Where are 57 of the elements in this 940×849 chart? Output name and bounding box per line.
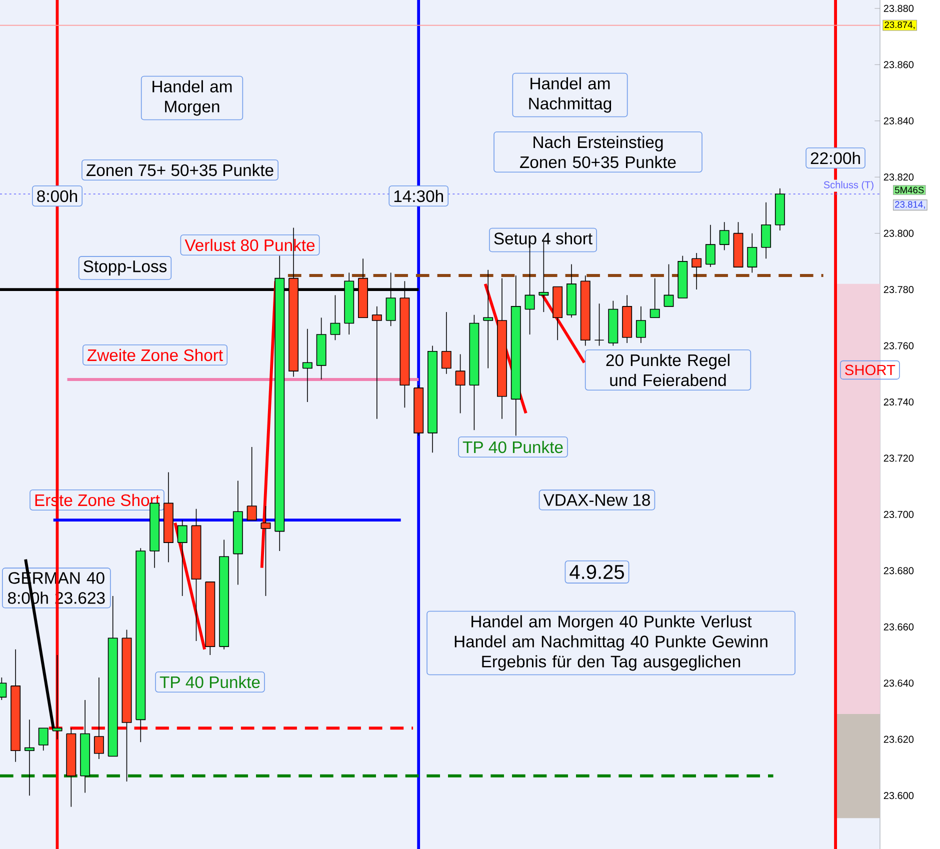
- candlestick: [594, 303, 604, 346]
- candlestick: [692, 252, 702, 290]
- candlestick: [38, 728, 48, 751]
- y-tick-label: 23.640: [884, 680, 914, 687]
- candlestick: [483, 269, 494, 369]
- ref-line-label: 14:30h: [394, 190, 443, 202]
- y-tick-label: 23.820: [884, 174, 914, 181]
- y-tick-label: 23.620: [884, 736, 914, 743]
- ref-line-label: 23.874,: [884, 21, 915, 30]
- candlestick: [636, 306, 646, 344]
- text: 23.814,: [895, 201, 925, 209]
- annotation: 20 Punkte Regel und Feierabend: [606, 354, 730, 386]
- candlestick: [441, 312, 452, 374]
- candlestick: [302, 328, 312, 402]
- candlestick: [761, 202, 772, 260]
- annotation: VDAX-New 18: [543, 494, 650, 506]
- annotation: Zweite Zone Short: [87, 348, 223, 362]
- y-tick-label: 23.840: [884, 117, 914, 124]
- y-tick-label: 23.700: [884, 510, 914, 518]
- candlestick: [24, 719, 34, 796]
- y-tick-label: 23.740: [884, 398, 914, 406]
- annotation: TP 40 Punkte: [160, 676, 260, 688]
- y-tick-label: 23.720: [884, 454, 914, 462]
- candlestick: [246, 446, 257, 520]
- candlestick: [177, 520, 188, 596]
- annotation: Stopp-Loss: [84, 260, 167, 276]
- candlestick: [705, 224, 716, 268]
- candlestick: [455, 354, 466, 414]
- annotation: Handel am Nachmittag: [529, 77, 612, 113]
- y-tick-label: 23.800: [884, 230, 914, 237]
- ref-line-label: 22:00h: [810, 152, 860, 164]
- candlestick: [372, 306, 382, 420]
- y-tick-label: 23.680: [884, 567, 914, 574]
- candlestick: [664, 264, 674, 307]
- annotation: Setup 4 short: [494, 232, 592, 248]
- annotation: Handel am Morgen 40 Punkte Verlust Handel am Nachmittag 40 Punkte Gewinn Ergebnis für den Tag ausgeglichen: [454, 615, 768, 671]
- candlestick: [747, 232, 758, 274]
- y-tick-label: 23.780: [884, 286, 914, 294]
- annotation: 4.9.25: [570, 564, 624, 580]
- annotation: Handel am Morgen: [152, 80, 232, 116]
- y-tick-label: 23.660: [884, 623, 914, 630]
- annotation: Zonen 75+ 50+35 Punkte: [86, 164, 274, 176]
- ref-line-label: Schluss (T): [824, 181, 874, 190]
- candlestick: [330, 294, 340, 341]
- y-tick-label: 23.600: [884, 792, 914, 800]
- text: 5M46S: [894, 186, 924, 194]
- annotation: TP 40 Punkte: [462, 440, 563, 454]
- candlestick: [260, 506, 271, 596]
- y-tick-label: 23.860: [884, 61, 914, 68]
- ref-line-label: 8:00h: [37, 190, 78, 202]
- candlestick: [650, 278, 660, 318]
- annotation: SHORT: [845, 364, 896, 376]
- candlestick: [94, 677, 104, 760]
- y-tick-label: 23.760: [884, 342, 914, 350]
- y-tick-label: 23.880: [884, 4, 914, 12]
- candlestick: [719, 222, 730, 251]
- annotation: Nach Ersteinstieg Zonen 50+35 Punkte: [520, 136, 676, 168]
